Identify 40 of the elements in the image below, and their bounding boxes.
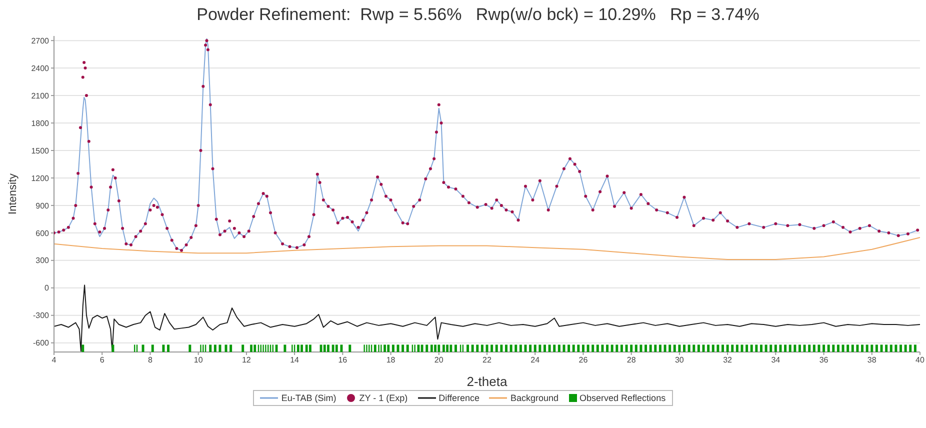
- y-tick-label: 2400: [31, 64, 50, 73]
- y-tick-label: 1200: [31, 174, 50, 183]
- y-tick-label: -300: [32, 311, 50, 320]
- y-tick-label: 1800: [31, 118, 50, 128]
- y-tick-label: 2100: [31, 91, 50, 100]
- y-tick-label: 600: [36, 228, 50, 238]
- x-tick-label: 16: [338, 356, 348, 365]
- x-tick-label: 38: [867, 356, 877, 365]
- x-tick-label: 8: [148, 356, 153, 365]
- y-axis-title: Intensity: [6, 173, 19, 214]
- y-tick-label: 1500: [31, 146, 50, 156]
- x-tick-label: 32: [723, 356, 733, 365]
- x-tick-label: 24: [530, 356, 540, 365]
- x-tick-label: 12: [242, 356, 252, 365]
- y-tick-label: -600: [32, 338, 50, 348]
- x-tick-label: 20: [434, 356, 444, 365]
- legend-label: Background: [510, 393, 559, 403]
- line-series: [54, 237, 920, 260]
- x-tick-label: 26: [578, 356, 588, 365]
- y-tick-label: 900: [36, 201, 50, 210]
- x-tick-label: 10: [194, 356, 204, 365]
- x-tick-label: 14: [290, 356, 300, 365]
- legend-label: Difference: [438, 393, 480, 403]
- y-tick-label: 2700: [31, 36, 50, 46]
- chart-title: Powder Refinement: Rwp = 5.56% Rwp(w/o bck) = 10.29% Rp = 3.74%: [196, 4, 760, 26]
- x-tick-label: 36: [819, 356, 829, 365]
- legend-label: Observed Reflections: [580, 393, 666, 403]
- legend-label: Eu-TAB (Sim): [281, 393, 336, 403]
- x-tick-label: 34: [771, 356, 781, 365]
- x-tick-label: 18: [386, 356, 396, 365]
- x-tick-label: 6: [100, 356, 105, 365]
- x-axis-title: 2-theta: [466, 374, 508, 389]
- x-tick-label: 40: [916, 356, 925, 365]
- x-tick-label: 4: [52, 356, 57, 365]
- legend-label: ZY - 1 (Exp): [359, 393, 408, 403]
- x-tick-label: 22: [482, 356, 492, 365]
- x-tick-label: 28: [626, 356, 636, 365]
- y-tick-label: 300: [36, 256, 50, 266]
- y-tick-label: 0: [44, 284, 50, 293]
- x-tick-label: 30: [674, 356, 684, 365]
